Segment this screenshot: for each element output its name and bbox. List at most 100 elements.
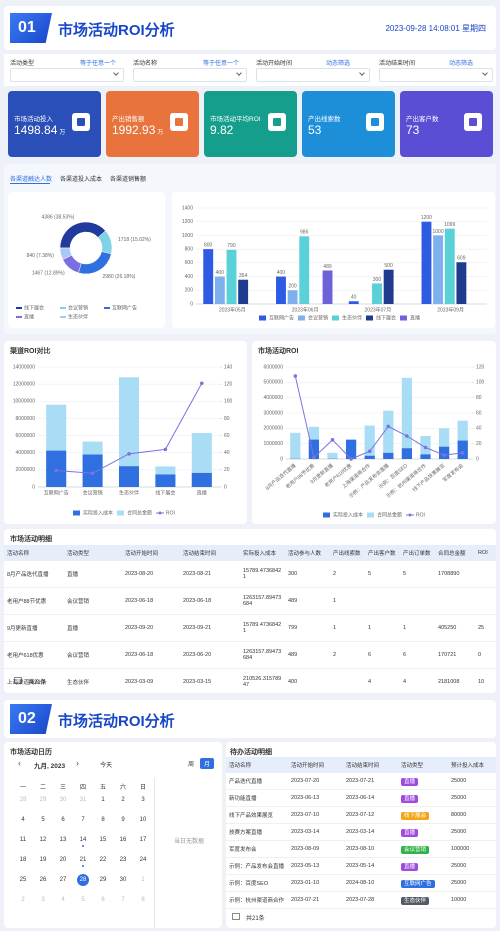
day[interactable]: 29 [39,797,47,803]
day[interactable]: 27 [59,877,67,883]
table-cell: 军度发布会 [226,840,288,858]
filter-select[interactable] [379,68,493,82]
table-row: 8月产品迭代直播 直播 2023-08-20 2023-08-21 15789.4736… [4,561,496,588]
day[interactable]: 2 [121,797,125,803]
table-cell: 1 [330,614,365,642]
day[interactable]: 5 [41,817,45,823]
day[interactable]: 19 [39,857,47,863]
table-cell: 1263157.89473684 [240,641,285,669]
day[interactable]: 31 [79,797,87,803]
filter-operator[interactable]: 动态筛选 [326,61,351,67]
day[interactable]: 18 [19,857,27,863]
table-cell: 9月更新直播 [4,614,64,642]
donut-chart: 4386 (38.53%) 1718 (15.02%) 2980 (26.18%) 1… [16,214,151,320]
bar [299,236,310,304]
table-cell: 300 [285,561,330,588]
bar [191,472,212,487]
day[interactable]: 7 [81,817,85,823]
week-view[interactable]: 周 [188,762,195,768]
day[interactable]: 20 [59,857,67,863]
bar [372,283,382,304]
day[interactable]: 22 [99,857,107,863]
event-dot [82,865,84,867]
table-cell: 2023-06-14 [343,789,398,807]
table-cell: 2 [330,561,365,588]
y-tick-label: 6000000 [16,433,36,439]
filter-select[interactable] [10,68,124,82]
day[interactable]: 23 [119,857,127,863]
prev-button[interactable]: ‹ [18,758,21,768]
day[interactable]: 6 [101,897,105,903]
day[interactable]: 13 [59,837,67,843]
filter-select[interactable] [133,68,247,82]
day[interactable]: 28 [79,877,87,883]
legend-swatch [117,510,124,516]
day[interactable]: 12 [39,837,47,843]
table-cell: 210526.31578947 [240,668,285,693]
today-button[interactable]: 今天 [100,763,113,769]
table-cell: 老用户88节优惠 [4,587,64,615]
tab[interactable]: 各渠道销售额 [110,177,147,183]
day[interactable]: 16 [119,837,127,843]
column-header: 活动开始时间 [288,757,343,773]
bar [348,301,359,304]
table-title: 市场活动明细 [10,536,52,543]
filter-operator[interactable]: 等于任意一个 [80,61,117,67]
day[interactable]: 2 [21,897,25,903]
day[interactable]: 8 [141,897,145,903]
day[interactable]: 8 [101,817,105,823]
tab[interactable]: 各渠道投入成本 [60,177,103,183]
table-row: 示例：杭州渠道商合作 2023-07-21 2023-07-28 生态伙伴 10000 [226,891,496,909]
day[interactable]: 29 [99,877,107,883]
datetime: 2023-09-28 14:08:01 星期四 [385,24,486,33]
table-cell: 25000 [448,874,496,892]
day[interactable]: 11 [19,837,27,843]
kpi-icon-glyph [273,118,281,126]
day[interactable]: 1 [141,877,145,883]
table-cell: 0 [475,641,496,669]
day[interactable]: 1 [101,797,105,803]
bar [82,454,103,487]
day[interactable]: 17 [139,837,147,843]
day[interactable]: 7 [121,897,125,903]
y-tick-label: 6000000 [264,364,284,370]
day[interactable]: 15 [99,837,107,843]
column-header: 活动名称 [226,757,288,773]
line [294,375,463,460]
legend-swatch [400,315,407,321]
y2-tick-label: 80 [224,416,230,422]
day[interactable]: 6 [61,817,65,823]
table-cell: 2024-08-10 [343,874,398,892]
table-cell: 5 [365,561,400,588]
table-cell: 线下展会 [398,806,448,824]
day[interactable]: 3 [41,897,45,903]
table-cell: 直播 [398,823,448,841]
day[interactable]: 26 [39,877,47,883]
day[interactable]: 10 [139,817,147,823]
table-cell: 2023-08-21 [180,561,240,588]
day[interactable]: 28 [19,797,27,803]
table-cell: 会议营销 [398,840,448,858]
day[interactable]: 3 [141,797,145,803]
legend-label: 实际投入成本 [333,511,363,518]
filter-operator[interactable]: 等于任意一个 [203,61,240,67]
next-button[interactable]: › [76,758,79,768]
table-cell: 2023-01-10 [288,874,343,892]
table-cell: 15789.47368421 [240,561,285,588]
day[interactable]: 30 [59,797,67,803]
day[interactable]: 4 [61,897,65,903]
tab[interactable]: 各渠道触达人数 [10,177,53,183]
filter-select[interactable] [256,68,370,82]
day[interactable]: 21 [79,857,87,863]
day[interactable]: 14 [79,837,87,843]
day[interactable]: 30 [119,877,127,883]
month-view[interactable]: 月 [200,758,215,769]
value-label: 790 [227,243,236,249]
legend-swatch [73,510,80,516]
day[interactable]: 24 [139,857,147,863]
day[interactable]: 25 [19,877,27,883]
day[interactable]: 9 [121,817,125,823]
day[interactable]: 4 [21,817,25,823]
day[interactable]: 5 [81,897,85,903]
filter-operator[interactable]: 动态筛选 [449,61,474,67]
